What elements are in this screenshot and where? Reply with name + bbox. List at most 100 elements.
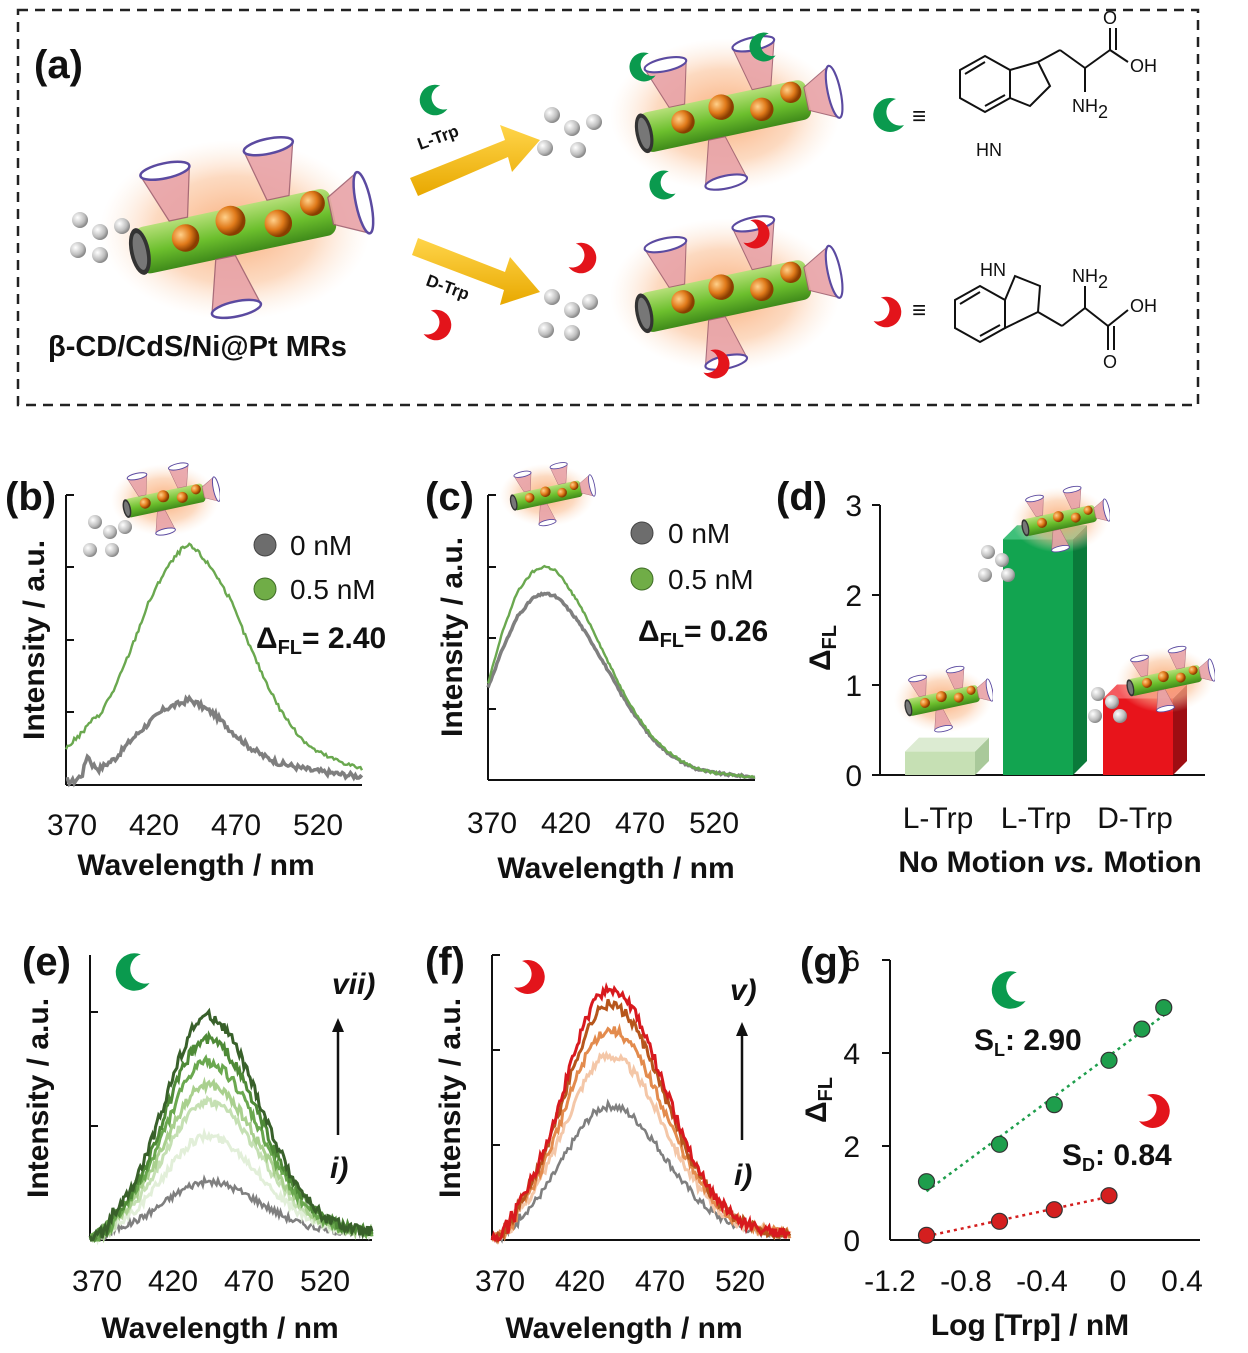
series-line	[88, 1007, 374, 1242]
series-line	[486, 564, 756, 779]
panel-b-bubbles	[83, 515, 132, 557]
data-point	[1045, 1201, 1063, 1219]
legend-label: 0 nM	[668, 518, 730, 549]
panel-f-plot	[490, 981, 792, 1245]
panel-e-plot	[88, 1007, 374, 1246]
panel-d-label: (d)	[776, 475, 827, 519]
panel-g: (g) 6 4 2 0 -1.2 -0.8 -0.4 0 0.4 Log [Tr…	[800, 940, 1203, 1342]
y-tick-label: 0	[845, 760, 862, 793]
d-trp-legend-moon-icon	[873, 296, 902, 328]
y-tick-label: 4	[843, 1038, 860, 1071]
svg-text:2: 2	[1098, 272, 1108, 292]
panel-b-legend: 0 nM 0.5 nM	[253, 530, 376, 605]
panel-f: (f) v) i) 370 420 470 520 Wavelength / n…	[425, 940, 792, 1345]
y-tick-label: 2	[843, 1131, 860, 1164]
panel-d-y-title: ΔFL	[804, 625, 841, 671]
panel-g-y-tick-labels: 6 4 2 0	[843, 945, 860, 1258]
x-tick-label: 520	[715, 1265, 765, 1298]
panel-f-y-ticks	[492, 954, 500, 1146]
arrow-d-trp: D-Trp	[412, 238, 597, 341]
microrotor-left	[70, 130, 380, 330]
panel-b-y-title: Intensity / a.u.	[18, 540, 51, 740]
panel-g-x-title: Log [Trp] / nM	[931, 1309, 1129, 1342]
x-tick-label: 0.4	[1161, 1265, 1203, 1298]
x-tick-label: 470	[211, 809, 261, 842]
svg-text:2: 2	[1098, 102, 1108, 122]
legend-label: 0.5 nM	[290, 574, 376, 605]
x-tick-label: L-Trp	[1001, 802, 1072, 835]
d-trp-moon-icon-2	[423, 309, 452, 341]
panel-f-label: (f)	[425, 940, 465, 984]
x-tick-label: 470	[615, 807, 665, 840]
panel-b-plot	[64, 542, 364, 788]
x-tick-label: 370	[47, 809, 97, 842]
panel-g-label: (g)	[800, 940, 851, 984]
series-line	[90, 1174, 374, 1242]
svg-text:OH: OH	[1130, 296, 1157, 316]
x-tick-label: 520	[300, 1265, 350, 1298]
legend-label: 0 nM	[290, 530, 352, 561]
panel-b-x-title: Wavelength / nm	[77, 849, 314, 882]
panel-d-decorations	[893, 480, 1215, 739]
panel-c-legend: 0 nM 0.5 nM	[630, 518, 754, 595]
l-trp-structure: ≡ O OH HN NH 2	[873, 8, 1157, 160]
panel-c-x-tick-labels: 370 420 470 520	[467, 807, 739, 840]
x-tick-label: 370	[72, 1265, 122, 1298]
panel-e-x-title: Wavelength / nm	[101, 1312, 338, 1345]
series-line	[88, 1127, 374, 1246]
l-trp-moon-icon	[419, 84, 448, 116]
panel-a: (a) β-CD/CdS/Ni@Pt MRs L-Trp D-Trp	[16, 8, 1200, 407]
panel-e-y-title: Intensity / a.u.	[22, 998, 55, 1198]
series-line	[90, 1030, 374, 1244]
data-point	[990, 1135, 1009, 1153]
panel-f-arrow	[736, 1022, 748, 1140]
panel-f-x-tick-labels: 370 420 470 520	[475, 1265, 765, 1298]
svg-text:OH: OH	[1130, 56, 1157, 76]
panel-d-y-ticks	[872, 504, 880, 776]
x-tick-label: 420	[148, 1265, 198, 1298]
panel-e-series-end-label: vii)	[332, 968, 375, 1001]
legend-marker-0nm	[253, 533, 277, 557]
data-point	[1133, 1020, 1151, 1038]
panel-b: (b) 370 420 470 520 Wavelength / nm Inte…	[5, 460, 386, 882]
d-trp-structure: ≡ HN NH 2 OH O	[873, 260, 1157, 372]
panel-e-y-ticks	[90, 1011, 98, 1127]
legend-marker-0nm	[630, 521, 654, 545]
bar-top	[905, 737, 989, 752]
legend-marker-05nm	[253, 577, 277, 601]
l-trp-legend-moon-icon	[873, 97, 904, 132]
panel-c-y-title: Intensity / a.u.	[436, 537, 469, 737]
y-tick-label: 0	[843, 1225, 860, 1258]
panel-c-delta-annotation: ΔFL= 0.26	[638, 615, 768, 652]
panel-c-label: (c)	[425, 475, 474, 519]
legend-label: 0.5 nM	[668, 564, 754, 595]
panel-f-x-title: Wavelength / nm	[505, 1312, 742, 1345]
panel-f-y-title: Intensity / a.u.	[434, 998, 467, 1198]
x-tick-label: 370	[467, 807, 517, 840]
y-tick-label: 6	[843, 945, 860, 978]
series-line	[490, 981, 791, 1244]
data-point	[1045, 1096, 1063, 1114]
microrotor-bottom-right	[538, 210, 857, 380]
x-tick-label: 520	[293, 809, 343, 842]
x-tick-label: 420	[541, 807, 591, 840]
panel-g-l-trp-moon-icon	[991, 971, 1026, 1009]
arrow-l-trp-label: L-Trp	[415, 121, 461, 153]
panel-f-d-trp-moon-icon	[514, 959, 545, 994]
data-point	[1100, 1051, 1118, 1069]
panel-a-border	[16, 8, 1200, 407]
panel-f-series-start-label: i)	[734, 1159, 752, 1192]
panel-e-arrow	[332, 1018, 344, 1135]
arrow-l-trp: L-Trp	[410, 84, 540, 196]
svg-text:NH: NH	[1072, 96, 1098, 116]
panel-a-label: (a)	[34, 43, 83, 87]
svg-text:O: O	[1103, 8, 1117, 28]
data-point	[917, 1173, 936, 1191]
panel-d-x-title: No Motion vs. Motion	[898, 846, 1201, 879]
panel-e-series-start-label: i)	[330, 1152, 348, 1185]
bar	[905, 751, 975, 775]
series-line	[65, 694, 364, 788]
y-tick-label: 1	[845, 670, 862, 703]
panel-d-y-tick-labels: 3 2 1 0	[845, 490, 862, 793]
